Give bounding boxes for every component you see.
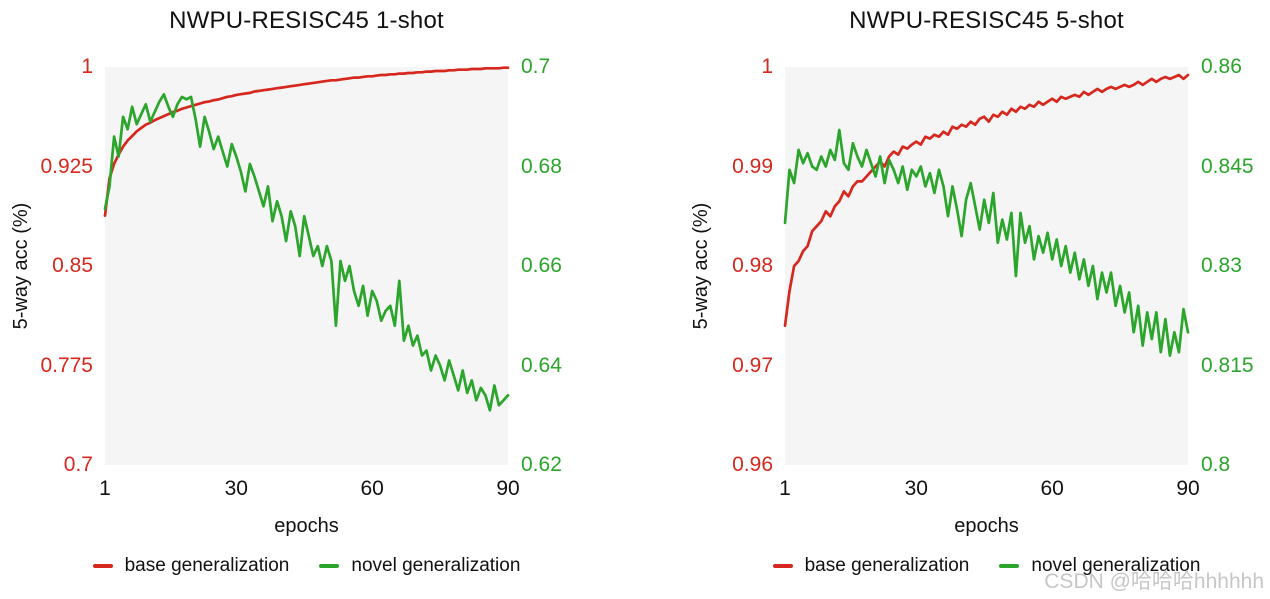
legend: base generalization novel generalization (755, 552, 1218, 580)
legend-label-novel: novel generalization (1031, 555, 1201, 576)
plot-lines (783, 73, 1190, 357)
base-line-swatch (92, 564, 113, 568)
base-generalization-line (103, 66, 510, 217)
x-tick-label: 1 (99, 477, 111, 500)
x-tick-label: 1 (779, 477, 791, 500)
y-axis-label: 5-way acc (%) (10, 202, 32, 330)
left-y-tick-label: 1 (81, 55, 93, 78)
left-y-tick-label: 0.97 (732, 353, 773, 377)
right-y-tick-label: 0.7 (521, 55, 551, 78)
x-tick-label: 90 (496, 477, 520, 500)
novel-generalization-line (103, 93, 510, 412)
right-y-tick-label: 0.86 (1201, 55, 1242, 78)
left-y-tick-label: 0.775 (40, 353, 93, 377)
legend: base generalization novel generalization (75, 552, 538, 580)
right-y-tick-label: 0.68 (521, 154, 562, 178)
left-y-tick-label: 1 (761, 55, 773, 78)
x-tick-label: 90 (1176, 477, 1200, 500)
legend-label-base: base generalization (804, 555, 970, 576)
left-y-tick-label: 0.925 (40, 154, 93, 178)
novel-line-swatch (319, 564, 340, 568)
x-axis-label: epochs (954, 515, 1019, 537)
left-y-tick-label: 0.85 (52, 254, 93, 277)
novel-line-swatch (999, 564, 1020, 568)
legend-item-base: base generalization (92, 555, 290, 577)
legend-label-base: base generalization (124, 555, 290, 576)
plot-area (105, 67, 508, 465)
legend-item-novel: novel generalization (999, 555, 1200, 577)
left-y-tick-label: 0.99 (732, 154, 773, 178)
chart-title: NWPU-RESISC45 1-shot (169, 7, 444, 34)
right-y-tick-label: 0.62 (521, 453, 562, 476)
right-y-tick-label: 0.66 (521, 254, 562, 277)
x-axis-label: epochs (274, 515, 339, 537)
right-y-tick-label: 0.64 (521, 353, 562, 377)
right-y-tick-label: 0.83 (1201, 254, 1242, 277)
x-tick-label: 30 (904, 477, 928, 500)
legend-item-novel: novel generalization (319, 555, 520, 577)
left-y-tick-label: 0.96 (732, 453, 773, 476)
chart-title: NWPU-RESISC45 5-shot (849, 7, 1124, 34)
right-y-tick-label: 0.845 (1201, 154, 1254, 178)
legend-label-novel: novel generalization (351, 555, 521, 576)
x-tick-label: 30 (224, 477, 248, 500)
y-axis-label: 5-way acc (%) (690, 202, 712, 330)
base-line-swatch (772, 564, 793, 568)
novel-generalization-line (783, 128, 1190, 357)
base-generalization-line (783, 73, 1190, 328)
left-y-tick-label: 0.7 (63, 453, 93, 476)
csdn-watermark: CSDN @哈哈哈hhhhhh (1044, 570, 1264, 593)
plot-lines (103, 66, 510, 412)
x-tick-label: 60 (360, 477, 384, 500)
x-tick-label: 60 (1040, 477, 1064, 500)
left-y-tick-label: 0.98 (732, 254, 773, 277)
plot-area (785, 67, 1188, 465)
legend-item-base: base generalization (772, 555, 970, 577)
right-y-tick-label: 0.8 (1201, 453, 1231, 476)
right-y-tick-label: 0.815 (1201, 353, 1254, 377)
